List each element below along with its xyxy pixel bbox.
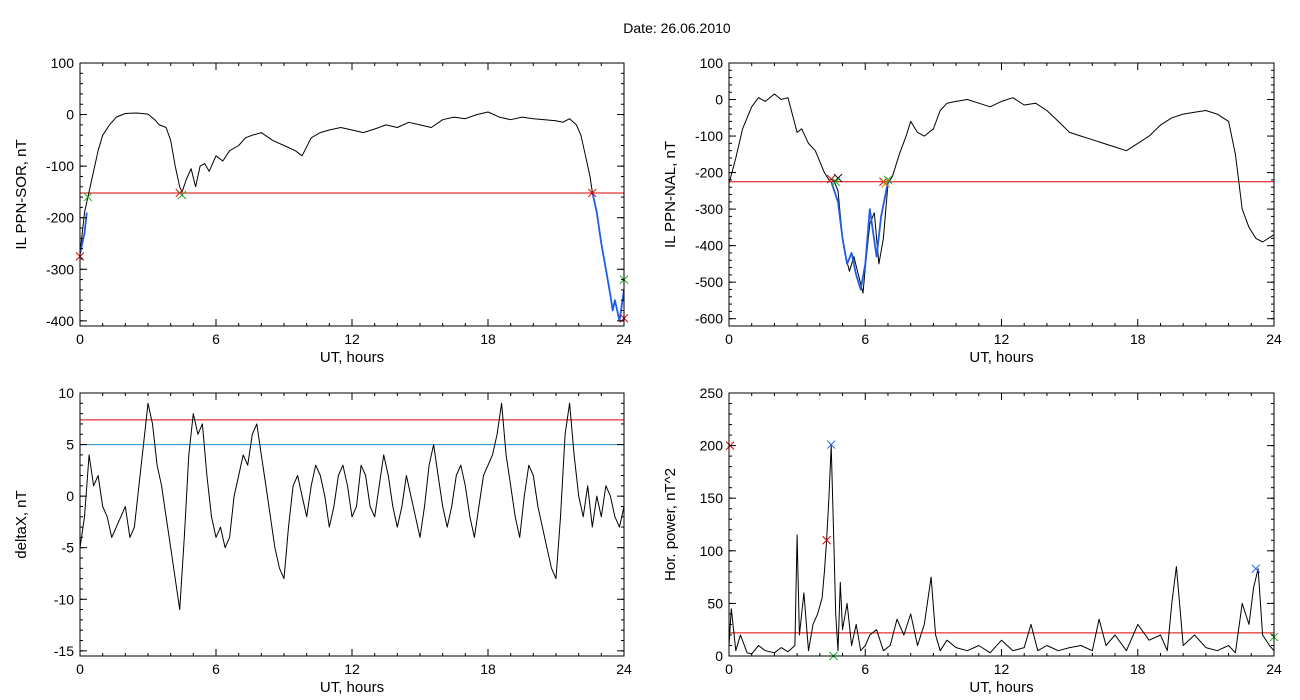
plot-area <box>80 111 624 322</box>
marker-4 <box>587 188 597 198</box>
y-tick-label: 5 <box>66 437 74 453</box>
panel-deltax: 0 6 12 18 24 -15 -10 -5 0 5 10 UT, hours deltaX, nT <box>13 385 632 696</box>
y-tick-label: -200 <box>695 165 723 181</box>
panel-il-ppn-sor: 0 6 12 18 24 -400 -300 -200 -100 0 100 UT, hours IL … <box>13 55 632 366</box>
plot-area <box>729 93 1274 294</box>
marker-1 <box>822 535 831 545</box>
x-tick-label: 18 <box>1130 661 1146 677</box>
x-tick-label: 12 <box>994 661 1010 677</box>
y-axis-label: IL PPN-NAL, nT <box>662 141 679 248</box>
y-tick-label: 0 <box>66 488 74 504</box>
y-tick-label: 100 <box>700 543 724 559</box>
y-tick-label: 50 <box>707 595 723 611</box>
chart-title: Date: 26.06.2010 <box>623 20 731 36</box>
panel-il-ppn-nal: 0 6 12 18 24 -600 -500 -400 -300 -200 -100 0 100 UT, … <box>662 55 1282 366</box>
x-tick-label: 12 <box>344 661 360 677</box>
x-tick-label: 6 <box>861 331 869 347</box>
y-tick-label: -5 <box>62 540 75 556</box>
y-tick-label: -100 <box>695 128 723 144</box>
x-tick-label: 18 <box>1130 331 1146 347</box>
series-line-0 <box>729 445 1274 655</box>
x-tick-label: 12 <box>344 331 360 347</box>
x-tick-label: 0 <box>76 331 84 347</box>
series-line-2 <box>591 191 624 322</box>
x-axis-label: UT, hours <box>969 679 1033 696</box>
x-tick-label: 18 <box>480 331 496 347</box>
y-tick-label: -500 <box>695 274 723 290</box>
y-tick-label: 0 <box>66 107 74 123</box>
x-tick-label: 24 <box>616 661 632 677</box>
marker-3 <box>177 190 187 200</box>
marker-2 <box>826 440 836 449</box>
y-axis-label: deltaX, nT <box>13 490 30 558</box>
x-tick-label: 24 <box>1266 661 1282 677</box>
x-tick-label: 0 <box>725 661 733 677</box>
y-tick-label: -400 <box>46 313 74 329</box>
plot-frame <box>728 392 1275 657</box>
series-line-0 <box>80 111 593 254</box>
marker-2 <box>831 177 841 187</box>
x-axis-label: UT, hours <box>969 349 1033 366</box>
x-tick-label: 6 <box>212 331 220 347</box>
plot-frame <box>79 392 625 657</box>
x-tick-label: 0 <box>725 331 733 347</box>
y-tick-label: 0 <box>715 648 723 664</box>
x-tick-label: 24 <box>1266 331 1282 347</box>
y-tick-label: 10 <box>58 385 74 401</box>
y-tick-label: -600 <box>695 311 723 327</box>
marker-5 <box>881 179 891 188</box>
y-tick-label: -15 <box>54 643 74 659</box>
plot-area <box>729 445 1274 655</box>
y-tick-label: 100 <box>51 55 75 71</box>
series-line-1 <box>80 212 88 254</box>
panel-hor-power: 0 6 12 18 24 0 50 100 150 200 250 UT, hours Hor. pow… <box>662 385 1282 696</box>
x-tick-label: 0 <box>76 661 84 677</box>
x-tick-label: 18 <box>480 661 496 677</box>
y-tick-label: 250 <box>700 385 724 401</box>
plot-frame <box>728 62 1275 327</box>
plot-area <box>80 402 624 611</box>
x-tick-label: 6 <box>861 661 869 677</box>
y-tick-label: 200 <box>700 438 724 454</box>
x-axis-label: UT, hours <box>320 349 384 366</box>
y-tick-label: -400 <box>695 238 723 254</box>
y-tick-label: -10 <box>54 591 74 607</box>
x-tick-label: 24 <box>616 331 632 347</box>
series-line-0 <box>80 402 624 611</box>
marker-4 <box>1251 564 1261 574</box>
y-tick-label: -300 <box>46 261 74 277</box>
y-tick-label: 150 <box>700 490 724 506</box>
x-tick-label: 6 <box>212 661 220 677</box>
x-axis-label: UT, hours <box>320 679 384 696</box>
y-axis-label: IL PPN-SOR, nT <box>13 139 30 249</box>
series-line-1 <box>830 181 889 291</box>
y-axis-label: Hor. power, nT^2 <box>662 468 679 581</box>
y-tick-label: 0 <box>715 92 723 108</box>
x-tick-label: 12 <box>994 331 1010 347</box>
y-tick-label: -100 <box>46 158 74 174</box>
marker-1 <box>83 192 93 202</box>
series-line-0 <box>729 93 1274 294</box>
y-tick-label: -200 <box>46 210 74 226</box>
plot-frame <box>79 62 625 327</box>
y-tick-label: -300 <box>695 201 723 217</box>
y-tick-label: 100 <box>700 55 724 71</box>
